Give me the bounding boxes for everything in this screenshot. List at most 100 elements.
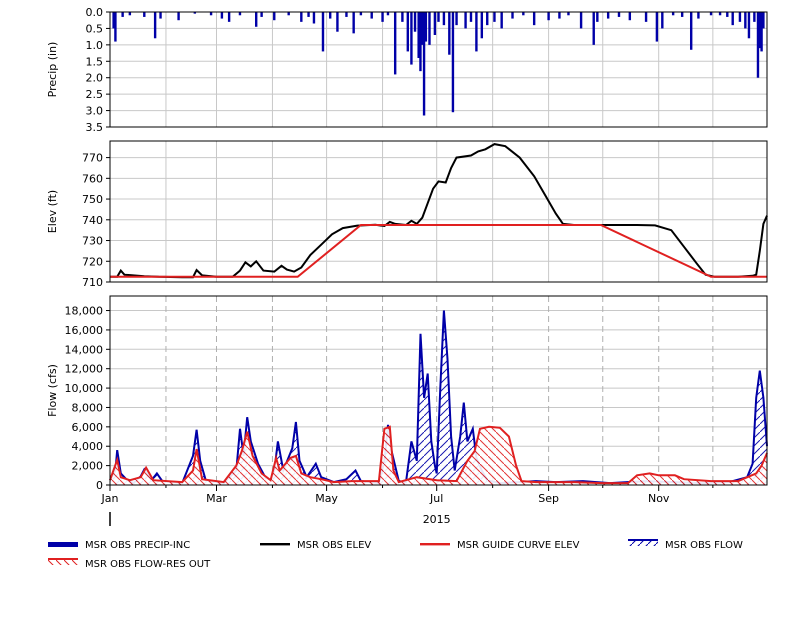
legend-swatch (260, 543, 290, 546)
tick-label-y: 2.0 (86, 72, 104, 85)
precip-bar (114, 12, 117, 42)
precip-bar (260, 12, 263, 17)
precip-bar (143, 12, 146, 17)
panel-elev: 710 720 730 740 750 760 770 Elev (ft) (46, 140, 768, 289)
precip-bar (159, 12, 162, 19)
precip-bar (644, 12, 648, 22)
tick-label-y: 3.5 (86, 121, 104, 134)
precip-bar (592, 12, 595, 45)
series-area-fill (110, 426, 767, 485)
precip-bar (709, 12, 713, 16)
precip-bar (760, 12, 763, 52)
y-axis-label: Precip (in) (46, 42, 59, 98)
precip-bar (628, 12, 632, 21)
tick-label-y: 18,000 (65, 305, 104, 318)
precip-bar (451, 12, 455, 113)
precip-bar (381, 12, 384, 22)
legend-item: MSR GUIDE CURVE ELEV (420, 540, 580, 551)
precip-bar (511, 12, 514, 19)
precip-bar (352, 12, 355, 34)
precip-bar (493, 12, 496, 22)
tick-label-y: 0.0 (86, 6, 104, 19)
precip-bar (448, 12, 451, 55)
precip-bar (455, 12, 458, 26)
precip-bar (442, 12, 446, 26)
precip-bar (744, 12, 747, 29)
tick-label-x: Sep (538, 492, 559, 505)
precip-bar (345, 12, 348, 17)
legend-label: MSR OBS FLOW-RES OUT (85, 559, 211, 570)
precip-bar (689, 12, 693, 50)
precip-bar (193, 12, 197, 14)
tick-label-y: 3.0 (86, 105, 104, 118)
chart-legend: MSR OBS PRECIP-INC MSR OBS ELEV MSR GUIDE … (48, 539, 743, 570)
precip-bar (558, 12, 561, 19)
precip-bar (177, 12, 180, 21)
precip-bar (300, 12, 303, 22)
tick-label-x: Mar (206, 492, 227, 505)
legend-swatch (420, 543, 450, 546)
tick-label-y: 2.5 (86, 88, 104, 101)
tick-label-y: 740 (82, 214, 103, 227)
precip-bar (421, 12, 424, 45)
legend-label: MSR OBS PRECIP-INC (85, 540, 190, 551)
precip-bar (428, 12, 431, 45)
precip-bar (753, 12, 756, 22)
tick-label-y: 760 (82, 172, 103, 185)
legend-label: MSR OBS FLOW (665, 540, 743, 551)
tick-label-x: May (315, 492, 338, 505)
precip-bar (386, 12, 390, 16)
legend-swatch (48, 559, 78, 565)
precip-bar (718, 12, 722, 16)
precip-bar (738, 12, 742, 22)
legend-item: MSR OBS FLOW-RES OUT (48, 558, 211, 570)
precip-bar (532, 12, 536, 26)
tick-label-y: 10,000 (65, 382, 104, 395)
precip-bar (475, 12, 478, 52)
tick-label-y: 0 (96, 479, 103, 492)
tick-label-y: 750 (82, 193, 103, 206)
precip-bar (406, 12, 410, 52)
precip-bar (413, 12, 417, 32)
precip-bar (227, 12, 231, 22)
year-label: 2015 (423, 513, 451, 526)
tick-label-y: 16,000 (65, 324, 104, 337)
precip-bar (480, 12, 484, 39)
tick-label-y: 8,000 (72, 401, 104, 414)
legend-item: MSR OBS ELEV (260, 540, 371, 551)
precip-bar (747, 12, 751, 39)
tick-label-y: 720 (82, 255, 103, 268)
precip-bar (596, 12, 599, 22)
tick-label-x: Jan (101, 492, 119, 505)
precip-bar (661, 12, 664, 29)
precip-bar (410, 12, 413, 65)
y-axis-label: Flow (cfs) (46, 364, 59, 417)
panel-background (110, 141, 767, 282)
tick-label-x: Nov (648, 492, 670, 505)
precip-bar (671, 12, 675, 16)
precip-bar (287, 12, 290, 16)
precip-bar (112, 12, 115, 29)
precip-bar (433, 12, 437, 35)
legend-label: MSR OBS ELEV (297, 540, 371, 551)
precip-bar (329, 12, 332, 19)
tick-label-x: Jul (429, 492, 443, 505)
precip-bar (469, 12, 473, 22)
precip-bar (486, 12, 489, 26)
panel-flow: 0 2,000 4,000 6,000 8,000 10,000 12,000 14,000 1… (46, 295, 768, 492)
panel-background (110, 12, 767, 127)
tick-label-y: 14,000 (65, 343, 104, 356)
tick-label-y: 0.5 (86, 22, 104, 35)
tick-label-y: 1.0 (86, 39, 104, 52)
panel-precip: 0.0 0.5 1.0 1.5 2.0 2.5 3.0 3.5 Precip (in) (46, 6, 768, 134)
precip-bar (606, 12, 610, 19)
precip-bar (312, 12, 316, 24)
precip-bar (359, 12, 363, 16)
panel-frame (109, 140, 768, 283)
precip-bar (731, 12, 734, 26)
precip-bar (153, 12, 157, 39)
precip-bar (617, 12, 621, 17)
tick-label-y: 770 (82, 152, 103, 165)
tick-label-y: 730 (82, 235, 103, 248)
precip-bar (579, 12, 583, 29)
